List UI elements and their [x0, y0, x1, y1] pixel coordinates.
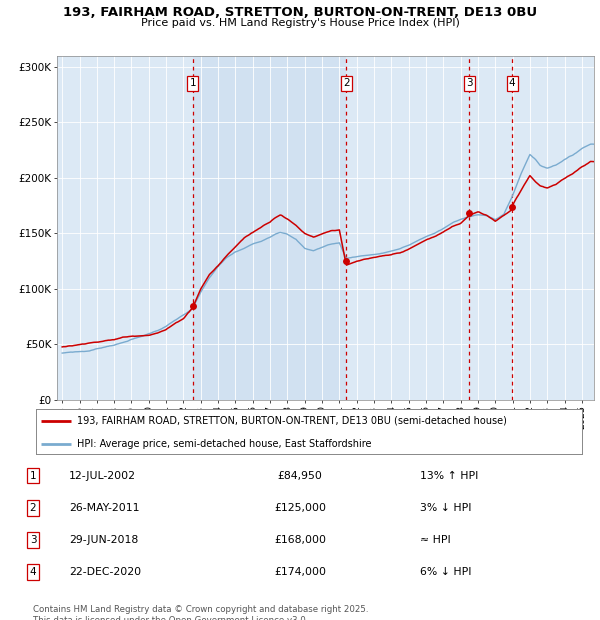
Text: 26-MAY-2011: 26-MAY-2011: [69, 503, 139, 513]
Text: 3: 3: [29, 535, 37, 545]
Text: £174,000: £174,000: [274, 567, 326, 577]
Text: 193, FAIRHAM ROAD, STRETTON, BURTON-ON-TRENT, DE13 0BU (semi-detached house): 193, FAIRHAM ROAD, STRETTON, BURTON-ON-T…: [77, 416, 507, 426]
Bar: [193, 56, 346, 400]
Text: 12-JUL-2002: 12-JUL-2002: [69, 471, 136, 480]
Text: ≈ HPI: ≈ HPI: [420, 535, 451, 545]
Text: Contains HM Land Registry data © Crown copyright and database right 2025.
This d: Contains HM Land Registry data © Crown c…: [33, 604, 368, 620]
Text: £84,950: £84,950: [278, 471, 322, 480]
Text: 6% ↓ HPI: 6% ↓ HPI: [420, 567, 472, 577]
Text: 4: 4: [29, 567, 37, 577]
Text: Price paid vs. HM Land Registry's House Price Index (HPI): Price paid vs. HM Land Registry's House …: [140, 18, 460, 28]
Text: 2: 2: [343, 78, 350, 88]
Text: 3% ↓ HPI: 3% ↓ HPI: [420, 503, 472, 513]
Text: 2: 2: [29, 503, 37, 513]
Text: 13% ↑ HPI: 13% ↑ HPI: [420, 471, 478, 480]
Text: 3: 3: [466, 78, 472, 88]
Text: HPI: Average price, semi-detached house, East Staffordshire: HPI: Average price, semi-detached house,…: [77, 439, 371, 449]
Text: 4: 4: [509, 78, 515, 88]
Text: 193, FAIRHAM ROAD, STRETTON, BURTON-ON-TRENT, DE13 0BU: 193, FAIRHAM ROAD, STRETTON, BURTON-ON-T…: [63, 6, 537, 19]
Text: 22-DEC-2020: 22-DEC-2020: [69, 567, 141, 577]
Text: 1: 1: [190, 78, 196, 88]
Text: 1: 1: [29, 471, 37, 480]
Text: £125,000: £125,000: [274, 503, 326, 513]
Text: 29-JUN-2018: 29-JUN-2018: [69, 535, 138, 545]
Text: £168,000: £168,000: [274, 535, 326, 545]
